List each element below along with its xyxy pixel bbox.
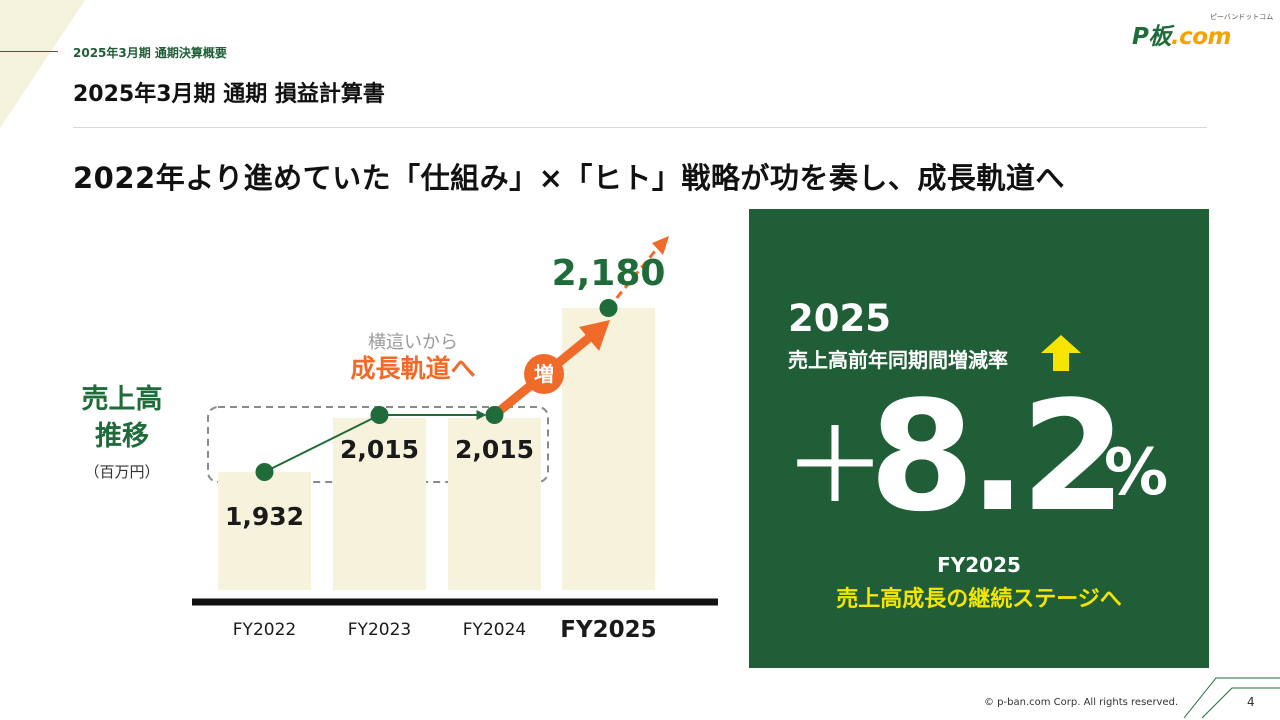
category-label-fy2022: FY2022 — [233, 620, 296, 640]
headline: 2022年より進めていた「仕組み」×「ヒト」戦略が功を奏し、成長軌道へ — [73, 155, 1065, 197]
company-logo: ピーバンドットコム P板.com — [1132, 16, 1272, 46]
revenue-chart: 売上高推移 （百万円） 横這いから成長軌道へ 増 1,932 2,015 2,015 2,18… — [60, 215, 740, 655]
chart-title-line-1: 売上高 — [82, 383, 163, 415]
kpi-caption: 売上高成長の継続ステージへ — [749, 581, 1209, 613]
value-label-fy2024: 2,015 — [455, 435, 534, 464]
logo-p-text: P板 — [1132, 24, 1171, 50]
logo-com-text: .com — [1171, 24, 1231, 50]
title-divider — [73, 127, 1207, 128]
value-label-fy2023: 2,015 — [340, 435, 419, 464]
data-point-fy2025 — [600, 299, 618, 317]
section-accent-line — [0, 51, 58, 52]
footer-decoration — [1180, 676, 1280, 720]
value-label-fy2022: 1,932 — [225, 502, 304, 531]
kpi-panel: 2025 売上高前年同期間増減率 ＋ 8.2 % FY2025 売上高成長の継続… — [749, 209, 1209, 668]
kpi-unit: % — [1104, 441, 1168, 505]
category-label-fy2023: FY2023 — [348, 620, 411, 640]
kpi-year: 2025 — [788, 297, 891, 340]
data-point-fy2024 — [486, 406, 504, 424]
page-title: 2025年3月期 通期 損益計算書 — [73, 76, 385, 108]
growth-badge-label: 増 — [534, 362, 554, 386]
revenue-chart-svg: 売上高推移 （百万円） 横這いから成長軌道へ 増 1,932 2,015 2,015 2,18… — [60, 215, 740, 655]
category-label-fy2025: FY2025 — [560, 617, 656, 643]
copyright: © p-ban.com Corp. All rights reserved. — [984, 697, 1178, 708]
value-label-fy2025: 2,180 — [552, 253, 666, 294]
data-point-fy2023 — [371, 406, 389, 424]
chart-title-line-2: 推移 — [95, 421, 149, 452]
annotation-large: 成長軌道へ — [350, 354, 475, 383]
section-label: 2025年3月期 通期決算概要 — [73, 44, 227, 61]
up-arrow-icon — [1041, 335, 1081, 371]
data-point-fy2022 — [256, 463, 274, 481]
kpi-value: 8.2 — [869, 381, 1120, 533]
logo-wordmark: P板.com — [1132, 17, 1231, 51]
corner-decoration — [0, 0, 90, 130]
kpi-fy-label: FY2025 — [749, 553, 1209, 577]
chart-bar-fy2022 — [218, 472, 311, 590]
category-label-fy2024: FY2024 — [463, 620, 526, 640]
chart-unit: （百万円） — [84, 463, 159, 481]
annotation-small: 横這いから — [368, 332, 458, 353]
